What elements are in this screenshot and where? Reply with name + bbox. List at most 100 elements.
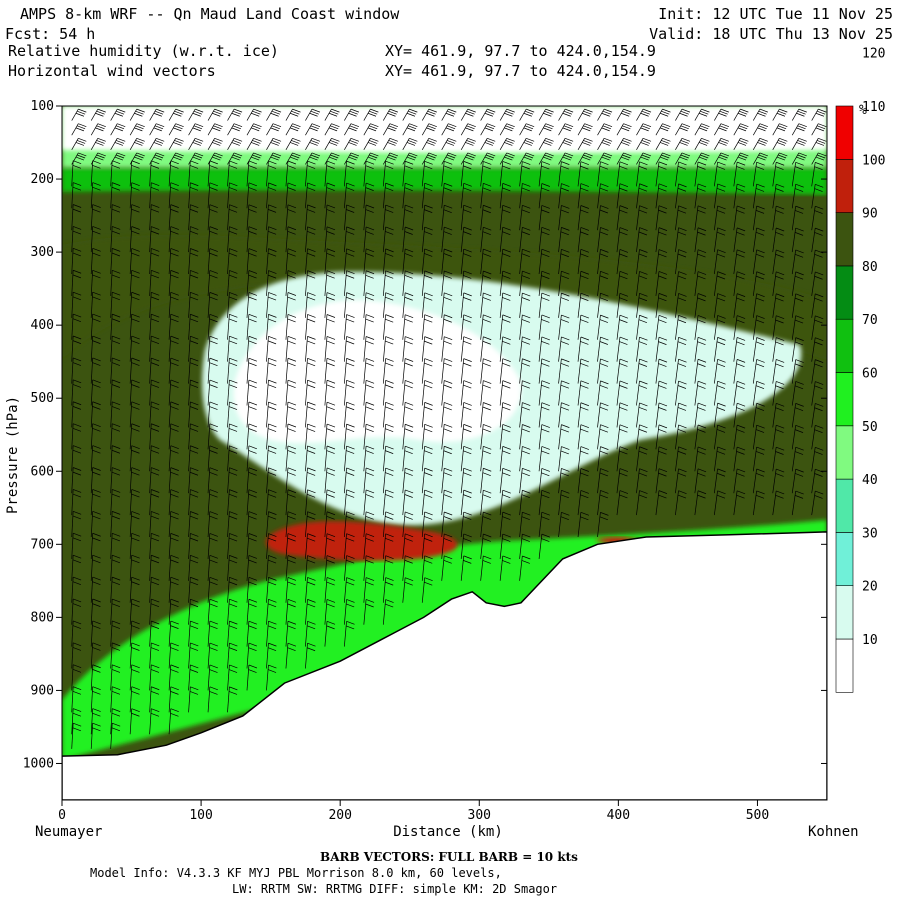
wind-barb [129, 401, 140, 428]
wind-barb [227, 401, 238, 428]
wind-barb [421, 533, 433, 559]
wind-barb [246, 204, 258, 231]
barb-legend: BARB VECTORS: FULL BARB = 10 kts [320, 850, 578, 864]
wind-barb [188, 401, 199, 428]
wind-barb [733, 293, 746, 318]
wind-barb [616, 138, 632, 151]
wind-barb [752, 271, 765, 296]
wind-barb [421, 152, 437, 165]
wind-barb [207, 152, 223, 165]
wind-barb [207, 401, 218, 428]
wind-barb [675, 249, 687, 275]
wind-barb [597, 336, 609, 362]
terrain-mask [62, 531, 827, 800]
wind-barb [188, 270, 199, 296]
wind-barb [188, 576, 199, 603]
wind-barb [499, 292, 511, 318]
wind-barb [382, 138, 398, 151]
wind-barb [811, 183, 824, 209]
wind-barb [421, 445, 433, 472]
wind-barb [733, 468, 746, 494]
chart-title: AMPS 8-km WRF -- Qn Maud Land Coast wind… [20, 5, 400, 23]
wind-barb [636, 227, 648, 253]
wind-barb [129, 686, 140, 713]
wind-barb [188, 642, 199, 669]
wind-barb [655, 152, 671, 165]
wind-barb [90, 423, 101, 450]
colorbar-tick-label: 110 [862, 100, 885, 115]
wind-barb [577, 468, 590, 494]
colorbar-bin [835, 105, 854, 160]
colorbar-bin [835, 425, 854, 480]
wind-barb [129, 226, 140, 253]
wind-barb [752, 138, 768, 151]
wind-barb [227, 335, 238, 362]
forecast-hour: Fcst: 54 h [5, 25, 95, 43]
wind-barb [168, 664, 179, 691]
wind-barb [90, 445, 101, 472]
wind-barb [188, 248, 199, 275]
wind-barb [90, 554, 101, 581]
wind-barb [402, 511, 414, 538]
wind-barb [363, 401, 375, 428]
wind-barb [246, 335, 258, 362]
wind-barb [694, 227, 707, 253]
wind-barb [655, 161, 668, 187]
wind-barb [90, 313, 101, 340]
wind-barb [149, 533, 160, 559]
wind-barb [266, 138, 282, 151]
wind-barb [285, 357, 297, 384]
wind-barb [675, 424, 687, 450]
wind-barb [71, 248, 82, 275]
wind-barb [90, 379, 101, 406]
rh-region-tropopause-moist-band [62, 168, 827, 195]
wind-barb [324, 204, 336, 231]
wind-barb [71, 313, 82, 340]
wind-barb [129, 291, 140, 318]
wind-barb [752, 490, 765, 516]
wind-barb [421, 423, 433, 450]
wind-barb [460, 358, 472, 384]
wind-barb [266, 423, 277, 450]
wind-barb [460, 424, 472, 450]
wind-barb [246, 314, 258, 340]
colorbar-tick-label: 20 [862, 580, 878, 595]
wind-barb [246, 138, 262, 151]
wind-barb [558, 380, 570, 406]
wind-barb [733, 138, 749, 151]
wind-barb [188, 123, 204, 136]
wind-barb [480, 533, 492, 559]
wind-barb [577, 152, 593, 165]
wind-barb [227, 423, 238, 450]
wind-barb [733, 359, 746, 384]
wind-barb [246, 620, 258, 647]
wind-barb [363, 533, 375, 559]
wind-barb [324, 336, 336, 362]
wind-barb [460, 402, 472, 428]
wind-barb [149, 620, 160, 647]
y-tick-label: 400 [31, 318, 54, 333]
wind-barb [772, 183, 785, 209]
wind-barb [499, 467, 511, 494]
wind-barb [110, 722, 121, 749]
wind-barb [285, 401, 297, 428]
wind-barb [382, 599, 394, 625]
colorbar-tick-label: 100 [862, 153, 885, 168]
wind-barb [772, 108, 788, 121]
wind-barb [791, 183, 804, 209]
wind-barb [305, 123, 321, 136]
wind-barb [655, 183, 668, 209]
wind-barb [675, 402, 687, 428]
wind-barb [811, 490, 824, 516]
wind-barb [616, 108, 632, 121]
wind-barb [285, 182, 297, 209]
wind-barb [421, 226, 433, 253]
wind-barb [129, 554, 140, 581]
wind-barb [577, 402, 590, 428]
wind-barb [402, 336, 414, 362]
wind-barb [733, 424, 746, 450]
wind-barb [714, 108, 730, 121]
wind-barb [460, 182, 472, 209]
wind-barb [733, 205, 746, 231]
wind-barb [538, 205, 550, 231]
